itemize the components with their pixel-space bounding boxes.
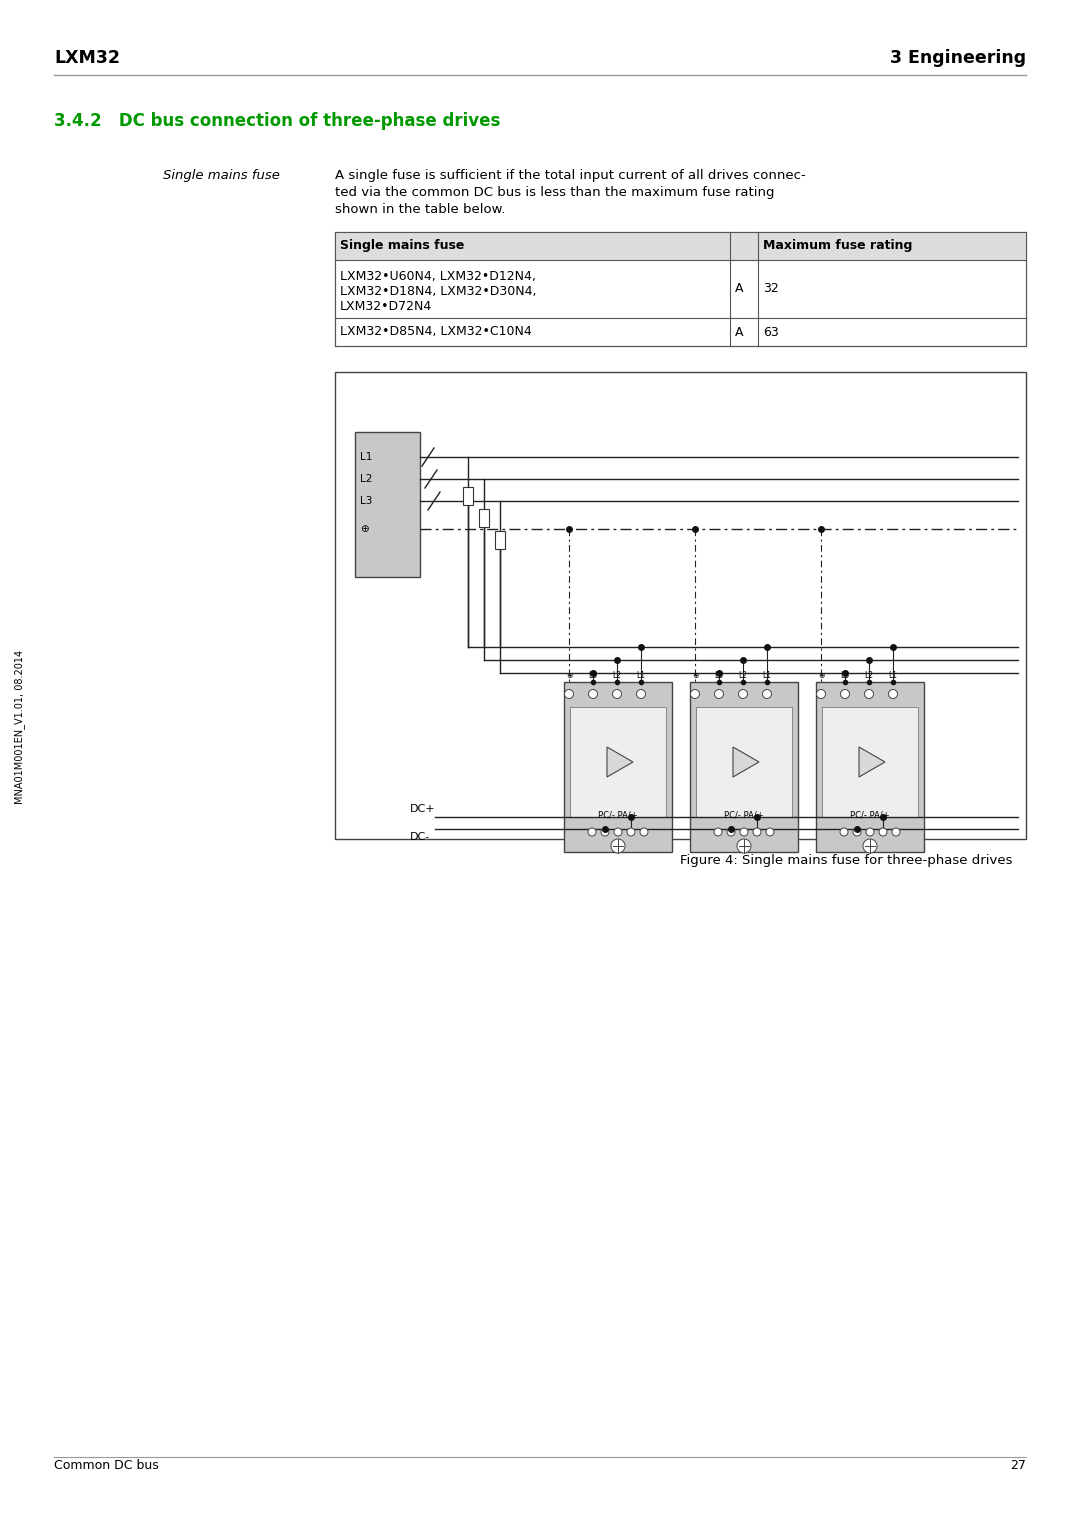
Text: L3: L3 — [715, 670, 724, 680]
Circle shape — [766, 828, 774, 835]
Text: PC/- PA/+: PC/- PA/+ — [850, 811, 890, 820]
Bar — [696, 707, 792, 817]
Circle shape — [615, 828, 622, 835]
Circle shape — [840, 828, 848, 835]
Text: 63: 63 — [762, 325, 779, 339]
Bar — [335, 232, 1026, 347]
Text: L2: L2 — [612, 670, 621, 680]
Bar — [495, 531, 505, 550]
Circle shape — [753, 828, 761, 835]
Text: A: A — [735, 282, 743, 296]
Text: LXM32•D72N4: LXM32•D72N4 — [340, 299, 432, 313]
Circle shape — [866, 828, 874, 835]
Circle shape — [565, 690, 573, 698]
Circle shape — [636, 690, 646, 698]
Circle shape — [715, 690, 724, 698]
Circle shape — [740, 828, 748, 835]
Bar — [564, 683, 672, 852]
Circle shape — [714, 828, 723, 835]
Text: ⊕: ⊕ — [818, 670, 824, 680]
Circle shape — [762, 690, 771, 698]
Text: Single mains fuse: Single mains fuse — [163, 169, 280, 182]
Circle shape — [892, 828, 900, 835]
Circle shape — [640, 828, 648, 835]
Text: LXM32: LXM32 — [54, 49, 120, 67]
Text: Figure 4: Single mains fuse for three-phase drives: Figure 4: Single mains fuse for three-ph… — [680, 854, 1013, 867]
Text: PC/- PA/+: PC/- PA/+ — [598, 811, 638, 820]
Circle shape — [600, 828, 609, 835]
Circle shape — [611, 838, 625, 854]
Text: ⊕: ⊕ — [692, 670, 698, 680]
Polygon shape — [733, 747, 759, 777]
Text: LXM32•D85N4, LXM32•C10N4: LXM32•D85N4, LXM32•C10N4 — [340, 325, 531, 339]
Text: L2: L2 — [739, 670, 747, 680]
Circle shape — [816, 690, 825, 698]
Circle shape — [853, 828, 861, 835]
Text: L1: L1 — [636, 670, 646, 680]
Text: L2: L2 — [864, 670, 874, 680]
Text: A: A — [735, 325, 743, 339]
Text: PC/- PA/+: PC/- PA/+ — [725, 811, 764, 820]
Text: DC-: DC- — [410, 832, 430, 841]
Text: MNA01M001EN_V1.01, 08.2014: MNA01M001EN_V1.01, 08.2014 — [14, 651, 26, 805]
Circle shape — [627, 828, 635, 835]
Text: Single mains fuse: Single mains fuse — [340, 240, 464, 252]
Text: ⊕: ⊕ — [360, 524, 368, 534]
Text: L1: L1 — [360, 452, 373, 463]
Text: 27: 27 — [1010, 1458, 1026, 1472]
Circle shape — [863, 838, 877, 854]
Bar — [570, 707, 666, 817]
Polygon shape — [859, 747, 885, 777]
Text: Maximum fuse rating: Maximum fuse rating — [762, 240, 913, 252]
Circle shape — [864, 690, 874, 698]
Text: L3: L3 — [360, 496, 373, 505]
Text: DC+: DC+ — [410, 805, 435, 814]
Text: 3 Engineering: 3 Engineering — [890, 49, 1026, 67]
Text: ted via the common DC bus is less than the maximum fuse rating: ted via the common DC bus is less than t… — [335, 186, 774, 199]
Circle shape — [840, 690, 850, 698]
Bar — [480, 508, 489, 527]
Polygon shape — [607, 747, 633, 777]
Text: L1: L1 — [889, 670, 897, 680]
Circle shape — [690, 690, 700, 698]
Circle shape — [739, 690, 747, 698]
Text: Common DC bus: Common DC bus — [54, 1458, 159, 1472]
Text: shown in the table below.: shown in the table below. — [335, 203, 505, 215]
Bar — [822, 707, 918, 817]
Text: 32: 32 — [762, 282, 779, 296]
Bar — [463, 487, 473, 505]
Text: L3: L3 — [589, 670, 597, 680]
Circle shape — [879, 828, 887, 835]
Text: L1: L1 — [762, 670, 771, 680]
Circle shape — [612, 690, 621, 698]
Circle shape — [737, 838, 751, 854]
Circle shape — [889, 690, 897, 698]
Text: L3: L3 — [840, 670, 850, 680]
Text: 3.4.2   DC bus connection of three-phase drives: 3.4.2 DC bus connection of three-phase d… — [54, 111, 500, 130]
Bar — [335, 232, 1026, 260]
Bar — [690, 683, 798, 852]
Bar — [816, 683, 924, 852]
Circle shape — [727, 828, 735, 835]
Circle shape — [588, 828, 596, 835]
Bar — [335, 373, 1026, 838]
Bar — [355, 432, 420, 577]
Text: ⊕: ⊕ — [566, 670, 572, 680]
Text: L2: L2 — [360, 473, 373, 484]
Circle shape — [589, 690, 597, 698]
Text: LXM32•U60N4, LXM32•D12N4,: LXM32•U60N4, LXM32•D12N4, — [340, 270, 536, 282]
Text: LXM32•D18N4, LXM32•D30N4,: LXM32•D18N4, LXM32•D30N4, — [340, 286, 537, 298]
Text: A single fuse is sufficient if the total input current of all drives connec-: A single fuse is sufficient if the total… — [335, 169, 806, 182]
